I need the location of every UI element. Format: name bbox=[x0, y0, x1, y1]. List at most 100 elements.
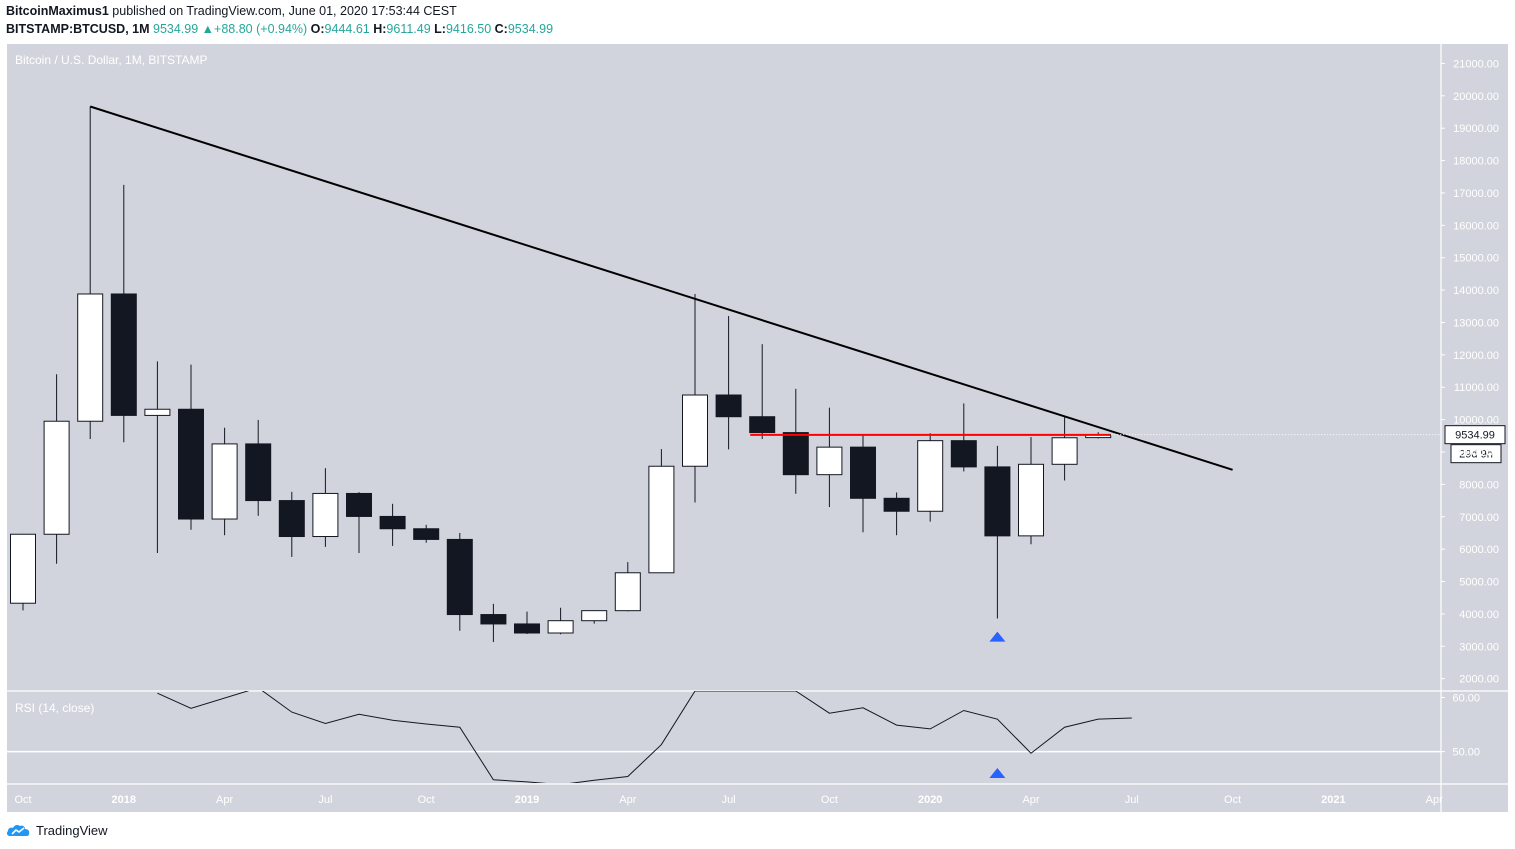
time-tick-label: Oct bbox=[14, 794, 31, 806]
candle-2020-02 bbox=[950, 403, 977, 472]
candle-2020-03 bbox=[984, 445, 1011, 619]
price-tick-label: 20000.00 bbox=[1453, 91, 1499, 103]
symbol-label: BITSTAMP:BTCUSD, 1M bbox=[6, 22, 150, 36]
candle-2019-09 bbox=[782, 388, 809, 494]
price-tick-label: 9000.00 bbox=[1459, 447, 1499, 459]
candle-2018-07 bbox=[312, 468, 339, 547]
last-price-box bbox=[1444, 425, 1506, 445]
candle-body bbox=[43, 420, 70, 535]
candle-2019-08 bbox=[749, 344, 776, 440]
candle-body bbox=[480, 614, 507, 625]
candle-body bbox=[211, 443, 238, 520]
candle-body bbox=[749, 416, 776, 434]
candle-2019-07 bbox=[715, 316, 742, 450]
candle-body bbox=[446, 538, 473, 616]
price-tick-label: 19000.00 bbox=[1453, 123, 1499, 135]
time-tick-label: Apr bbox=[1022, 794, 1039, 806]
price-tick-label: 18000.00 bbox=[1453, 156, 1499, 168]
candle-2018-12 bbox=[480, 603, 507, 643]
rsi-tick-label: 50.00 bbox=[1452, 747, 1480, 759]
candle-2019-01 bbox=[514, 611, 540, 634]
candle-2019-04 bbox=[614, 562, 641, 612]
buy-signal-triangle-icon bbox=[989, 631, 1006, 642]
candle-2018-01 bbox=[110, 184, 137, 443]
candle-body bbox=[278, 500, 305, 538]
time-tick-label: 2018 bbox=[112, 794, 136, 806]
price-tick-label: 21000.00 bbox=[1453, 58, 1499, 70]
candle-body bbox=[110, 293, 137, 416]
price-tick-label: 2000.00 bbox=[1459, 674, 1499, 686]
candle-body bbox=[581, 610, 608, 622]
candle-body bbox=[346, 492, 372, 517]
chart-title: Bitcoin / U.S. Dollar, 1M, BITSTAMP bbox=[15, 53, 208, 67]
high-label: H: bbox=[373, 22, 387, 36]
price-tick-label: 10000.00 bbox=[1453, 415, 1499, 427]
time-tick-label: Apr bbox=[216, 794, 233, 806]
candle-body bbox=[178, 408, 204, 520]
candle-body bbox=[144, 408, 171, 416]
author-name[interactable]: BitcoinMaximus1 bbox=[6, 4, 109, 18]
time-tick-label: 2020 bbox=[918, 794, 942, 806]
time-tick-label: 2019 bbox=[515, 794, 539, 806]
price-tick-label: 13000.00 bbox=[1453, 317, 1499, 329]
time-tick-label: Oct bbox=[418, 794, 435, 806]
time-tick-label: Oct bbox=[1224, 794, 1241, 806]
candle-body bbox=[1051, 437, 1078, 465]
candle-2020-05 bbox=[1051, 417, 1078, 481]
candle-body bbox=[950, 440, 977, 468]
time-tick-label: Jul bbox=[722, 794, 736, 806]
countdown-text: 29d 9h bbox=[1459, 449, 1493, 461]
candle-body bbox=[413, 528, 440, 540]
candle-body bbox=[77, 293, 104, 422]
time-tick-label: 2021 bbox=[1321, 794, 1345, 806]
last-price-text: 9534.99 bbox=[1455, 430, 1495, 442]
price-tick-label: 4000.00 bbox=[1459, 609, 1499, 621]
candle-2019-06 bbox=[682, 293, 708, 503]
time-tick-label: Apr bbox=[619, 794, 636, 806]
open-value: 9444.61 bbox=[324, 22, 370, 36]
candle-body bbox=[547, 620, 574, 634]
candle-2019-02 bbox=[547, 607, 574, 635]
low-label: L: bbox=[434, 22, 446, 36]
high-value: 9611.49 bbox=[386, 22, 431, 36]
publish-date: published on TradingView.com, June 01, 2… bbox=[112, 4, 457, 18]
rsi-line bbox=[157, 691, 1132, 783]
candle-body bbox=[10, 533, 36, 604]
candle-body bbox=[245, 443, 272, 502]
candle-2018-11 bbox=[446, 532, 473, 631]
tradingview-footer[interactable]: TradingView bbox=[6, 822, 108, 838]
candle-body bbox=[379, 515, 406, 530]
candle-2018-03 bbox=[178, 364, 204, 530]
price-tick-label: 6000.00 bbox=[1459, 544, 1499, 556]
candle-body bbox=[984, 466, 1011, 537]
up-arrow-icon: ▲ bbox=[201, 22, 215, 36]
candle-body bbox=[917, 440, 944, 512]
candle-2018-06 bbox=[278, 491, 305, 557]
price-tick-label: 5000.00 bbox=[1459, 577, 1499, 589]
candle-2018-10 bbox=[413, 524, 440, 543]
tradingview-brand: TradingView bbox=[36, 822, 108, 838]
candle-2019-11 bbox=[850, 435, 876, 533]
candle-body bbox=[782, 432, 809, 476]
last-price: 9534.99 bbox=[153, 22, 199, 36]
candle-2017-12 bbox=[77, 106, 104, 440]
time-tick-label: Jul bbox=[1125, 794, 1139, 806]
candle-2019-12 bbox=[883, 492, 910, 536]
price-tick-label: 17000.00 bbox=[1453, 188, 1499, 200]
publish-info: BitcoinMaximus1 published on TradingView… bbox=[6, 4, 457, 18]
rsi-tick-label: 60.00 bbox=[1452, 692, 1480, 704]
candle-2020-04 bbox=[1018, 437, 1044, 545]
candle-2018-05 bbox=[245, 419, 272, 516]
candle-2018-09 bbox=[379, 503, 406, 546]
candle-body bbox=[816, 446, 843, 476]
price-tick-label: 12000.00 bbox=[1453, 350, 1499, 362]
candle-2017-10 bbox=[10, 533, 36, 611]
price-change: +88.80 (+0.94%) bbox=[214, 22, 308, 36]
price-tick-label: 16000.00 bbox=[1453, 220, 1499, 232]
candle-2017-11 bbox=[43, 374, 70, 564]
price-tick-label: 7000.00 bbox=[1459, 512, 1499, 524]
candle-body bbox=[1018, 463, 1044, 537]
candle-2018-02 bbox=[144, 361, 171, 554]
price-tick-label: 3000.00 bbox=[1459, 641, 1499, 653]
